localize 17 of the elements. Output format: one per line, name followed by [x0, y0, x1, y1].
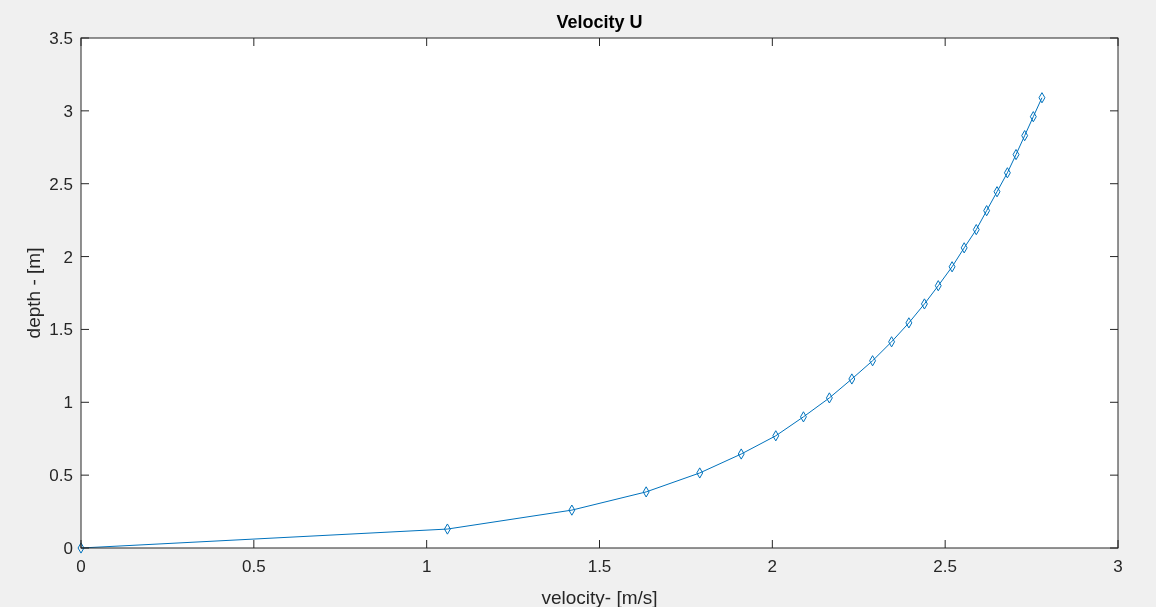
x-tick-label: 2.5 — [933, 557, 957, 576]
y-tick-label: 2.5 — [49, 174, 73, 194]
x-tick-label: 1.5 — [587, 557, 612, 576]
y-tick-label: 1 — [63, 393, 73, 413]
y-tick-label: 3.5 — [49, 29, 73, 48]
y-tick-label: 0.5 — [49, 466, 73, 486]
x-tick-label: 0 — [76, 557, 86, 576]
y-axis-title: depth - [m] — [23, 247, 44, 339]
y-tick-label: 1.5 — [49, 320, 73, 340]
x-tick-label: 2 — [767, 557, 778, 576]
x-tick-label: 3 — [1113, 557, 1123, 576]
y-tick-label: 2 — [63, 247, 73, 267]
chart-title: Velocity U — [556, 12, 643, 32]
y-tick-label: 3 — [63, 101, 73, 121]
x-tick-label: 1 — [421, 557, 432, 576]
y-tick-label: 0 — [63, 539, 73, 558]
x-tick-label: 0.5 — [242, 557, 266, 576]
